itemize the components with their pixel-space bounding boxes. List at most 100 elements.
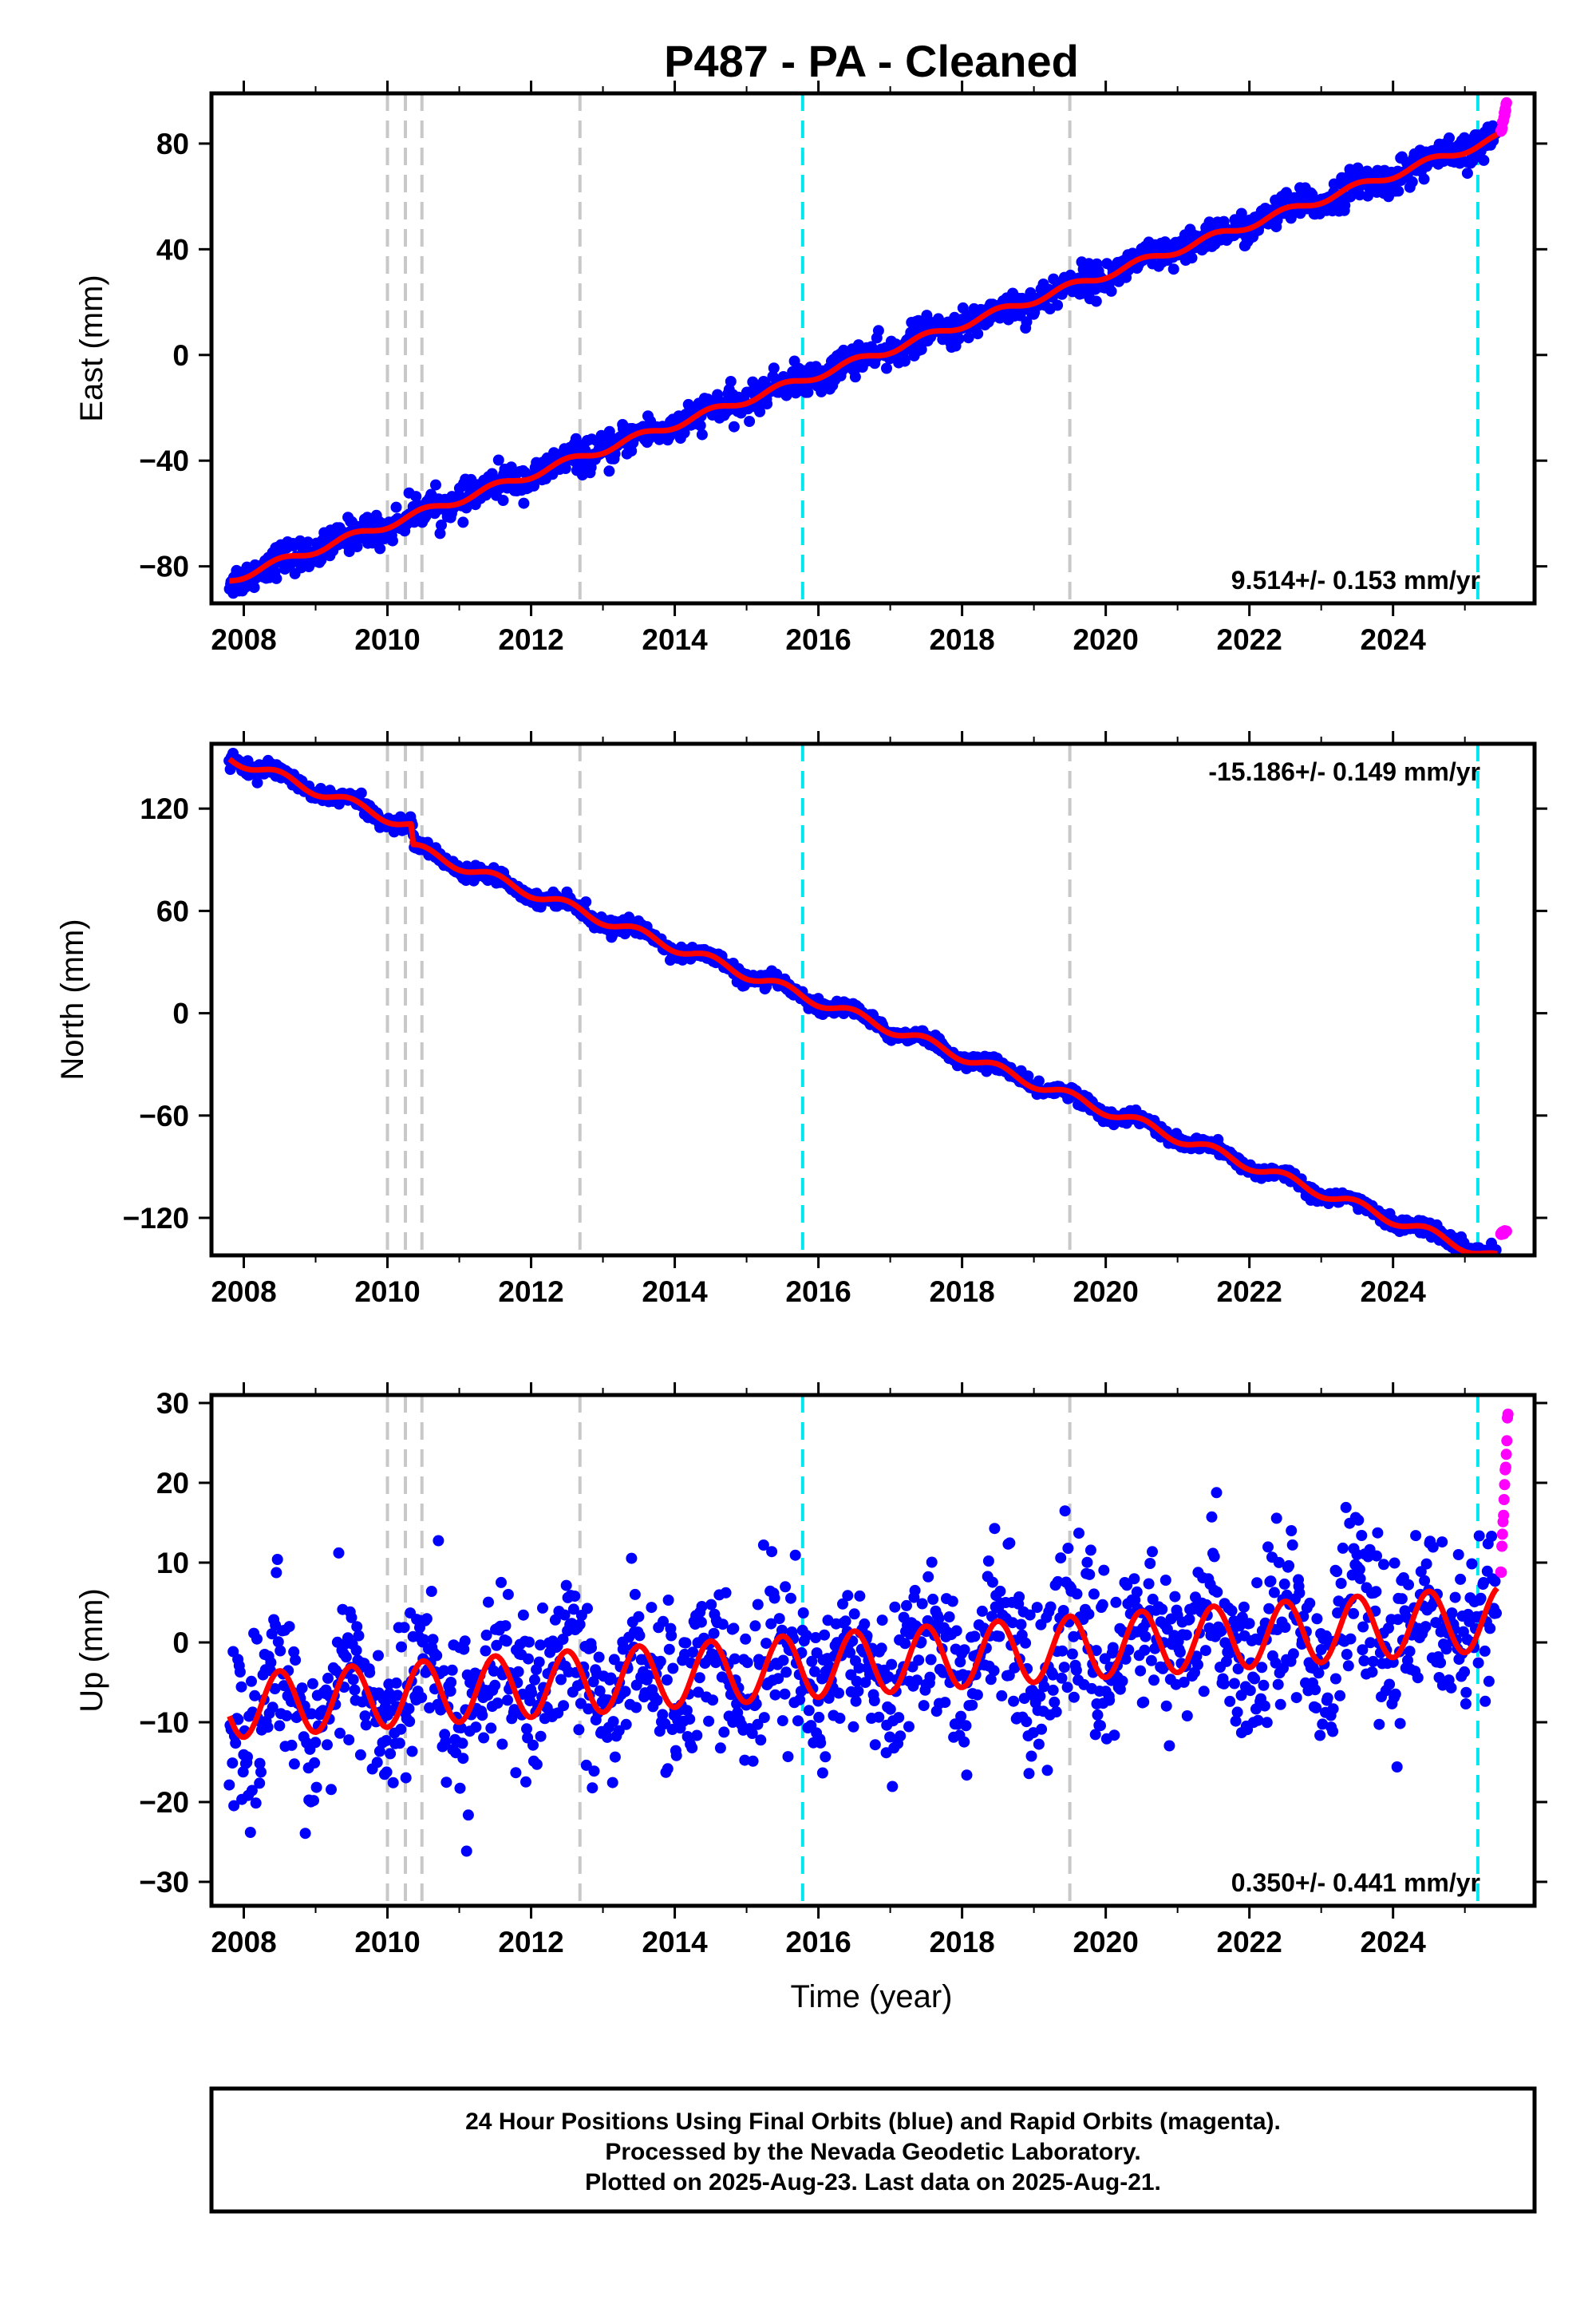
data-point: [1278, 1662, 1289, 1674]
data-point: [1024, 1609, 1036, 1621]
data-point: [360, 1719, 372, 1731]
data-point: [662, 1763, 674, 1775]
data-point: [1147, 1593, 1159, 1605]
data-point: [232, 1713, 244, 1725]
data-point: [1251, 1577, 1263, 1589]
data-point: [925, 1654, 937, 1666]
data-point: [895, 1730, 907, 1742]
data-point: [1084, 1568, 1096, 1580]
data-point: [1147, 1546, 1158, 1558]
data-point: [1108, 1729, 1120, 1741]
x-tick-label: 2018: [929, 1275, 994, 1308]
data-point: [433, 1535, 444, 1547]
plot-area: [223, 1395, 1514, 1906]
data-point: [1367, 1655, 1379, 1667]
rapid-orbit-point: [1499, 1479, 1511, 1491]
data-point: [1228, 1678, 1240, 1690]
data-point: [255, 1766, 267, 1778]
data-point: [809, 1666, 820, 1678]
data-point: [1056, 1672, 1068, 1684]
data-point: [262, 1721, 274, 1733]
data-point: [1304, 1597, 1316, 1609]
data-point: [703, 1715, 715, 1727]
x-tick-label: 2024: [1361, 1926, 1427, 1958]
data-point: [960, 1720, 972, 1732]
data-point: [1314, 1729, 1326, 1741]
data-point: [779, 1688, 791, 1700]
data-point: [251, 777, 263, 788]
data-point: [1070, 1664, 1082, 1676]
plot-area: [223, 93, 1512, 603]
footer-line-3: Plotted on 2025-Aug-23. Last data on 202…: [585, 2169, 1161, 2195]
data-point: [1412, 1672, 1424, 1684]
data-point: [901, 1599, 912, 1611]
panel-frame: [209, 91, 1537, 606]
data-point: [560, 1579, 572, 1591]
x-tick-label: 2012: [498, 1275, 563, 1308]
data-point: [1283, 1559, 1295, 1571]
data-point: [1258, 1679, 1270, 1691]
x-tick-label: 2014: [642, 623, 708, 656]
data-point: [502, 1694, 513, 1706]
data-point: [852, 1686, 864, 1697]
data-point: [994, 1630, 1005, 1642]
data-point: [438, 1665, 450, 1677]
data-point: [1025, 1750, 1037, 1762]
y-tick-label: −120: [123, 1202, 189, 1235]
data-point: [1317, 1718, 1329, 1730]
data-point: [658, 1615, 669, 1627]
data-point: [517, 1609, 529, 1621]
data-point: [696, 429, 708, 441]
y-axis-label: Up (mm): [74, 1588, 109, 1713]
x-tick-label: 2010: [354, 1275, 420, 1308]
data-point: [1345, 1633, 1357, 1645]
data-point: [1362, 190, 1373, 202]
data-point: [1290, 1692, 1302, 1704]
data-point: [334, 1727, 346, 1739]
x-tick-label: 2016: [785, 1275, 851, 1308]
data-point: [1274, 1698, 1286, 1710]
data-point: [1478, 154, 1490, 166]
data-point: [1159, 1575, 1171, 1586]
data-point: [1483, 1675, 1495, 1687]
data-point: [1006, 1617, 1018, 1629]
data-point: [705, 1599, 717, 1611]
x-tick-label: 2014: [642, 1926, 708, 1958]
data-point: [1449, 1591, 1461, 1603]
data-point: [518, 497, 530, 509]
data-point: [1258, 1700, 1270, 1712]
data-point: [533, 1656, 545, 1668]
data-point: [583, 1703, 595, 1715]
data-point: [290, 1654, 302, 1666]
y-tick-label: −30: [139, 1866, 189, 1899]
data-point: [492, 1697, 504, 1709]
data-point: [1135, 1665, 1147, 1677]
data-point: [909, 1584, 921, 1596]
y-tick-label: −40: [139, 445, 189, 477]
data-point: [1057, 1605, 1069, 1616]
data-point: [1436, 1536, 1448, 1548]
data-point: [1235, 207, 1247, 219]
up-panel: 2008 2010 2012 2014 2016 2018 2020 2022 2024−30−…: [74, 1382, 1547, 1958]
data-point: [847, 1721, 859, 1733]
data-point: [310, 1781, 322, 1793]
data-point: [646, 1602, 658, 1614]
data-point: [911, 1674, 923, 1686]
data-point: [1455, 1573, 1467, 1585]
rapid-orbit-point: [1495, 1567, 1507, 1579]
velocity-label: -15.186+/- 0.149 mm/yr: [1208, 757, 1480, 786]
data-point: [390, 1677, 402, 1689]
panel-frame: [209, 741, 1537, 1258]
data-point: [387, 1777, 399, 1788]
data-point: [899, 1638, 911, 1650]
data-point: [926, 1556, 938, 1568]
data-point: [1341, 1649, 1353, 1660]
data-point: [607, 1716, 619, 1728]
data-point: [265, 1657, 277, 1669]
data-point: [526, 1687, 538, 1699]
data-point: [500, 1620, 512, 1632]
data-point: [1090, 1645, 1102, 1657]
data-point: [1128, 1573, 1140, 1585]
data-point: [797, 1607, 809, 1618]
data-point: [1342, 1660, 1354, 1672]
